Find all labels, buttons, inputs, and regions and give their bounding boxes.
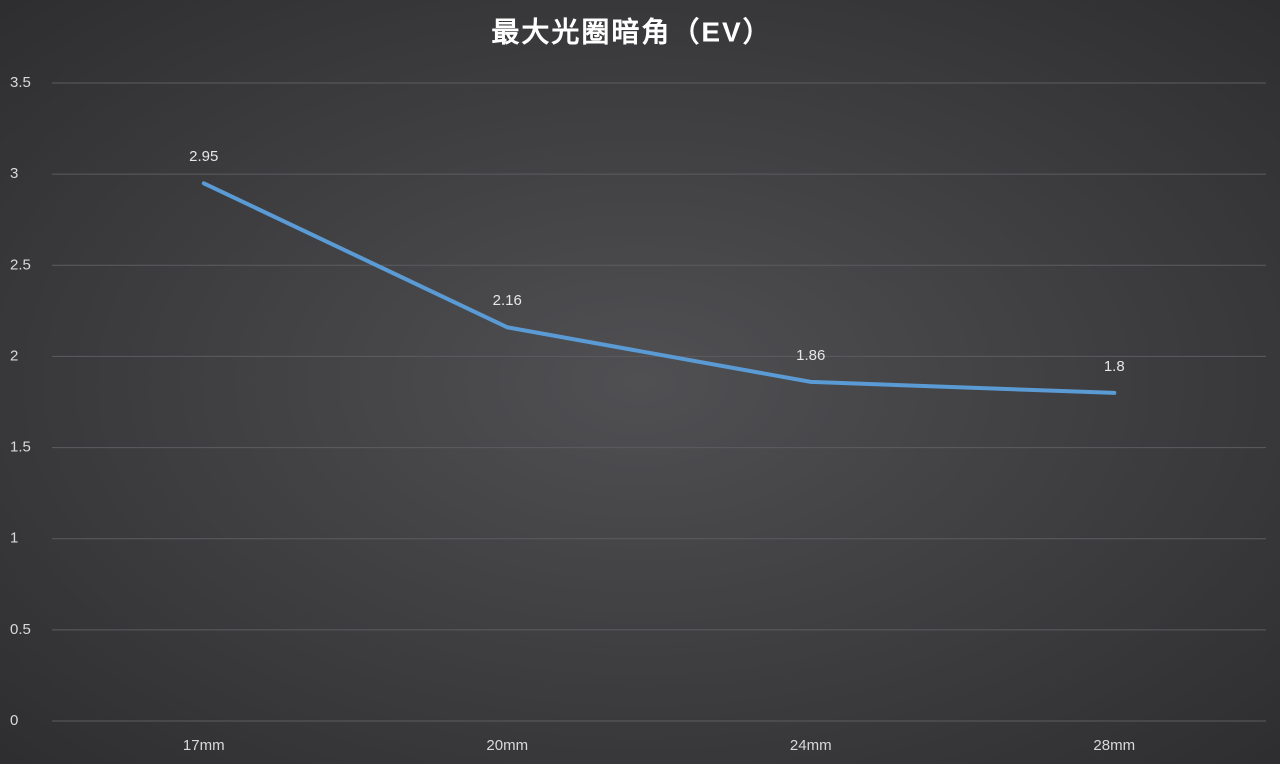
x-tick-label: 17mm	[183, 737, 225, 754]
y-tick-label: 0	[10, 712, 18, 729]
line	[201, 181, 1117, 395]
data-label: 1.86	[796, 347, 825, 364]
data-label: 1.8	[1104, 358, 1125, 375]
x-tick-label: 24mm	[790, 737, 832, 754]
y-tick-label: 0.5	[10, 621, 31, 638]
y-tick-label: 3	[10, 165, 18, 182]
x-tick-label: 20mm	[486, 737, 528, 754]
y-tick-label: 1	[10, 530, 18, 547]
y-tick-label: 3.5	[10, 74, 31, 91]
data-label: 2.95	[189, 148, 218, 165]
y-tick-label: 2	[10, 347, 18, 364]
y-tick-label: 1.5	[10, 439, 31, 456]
data-label: 2.16	[493, 292, 522, 309]
x-tick-label: 28mm	[1093, 737, 1135, 754]
y-tick-label: 2.5	[10, 256, 31, 273]
chart-title: 最大光圈暗角（EV）	[491, 15, 772, 47]
